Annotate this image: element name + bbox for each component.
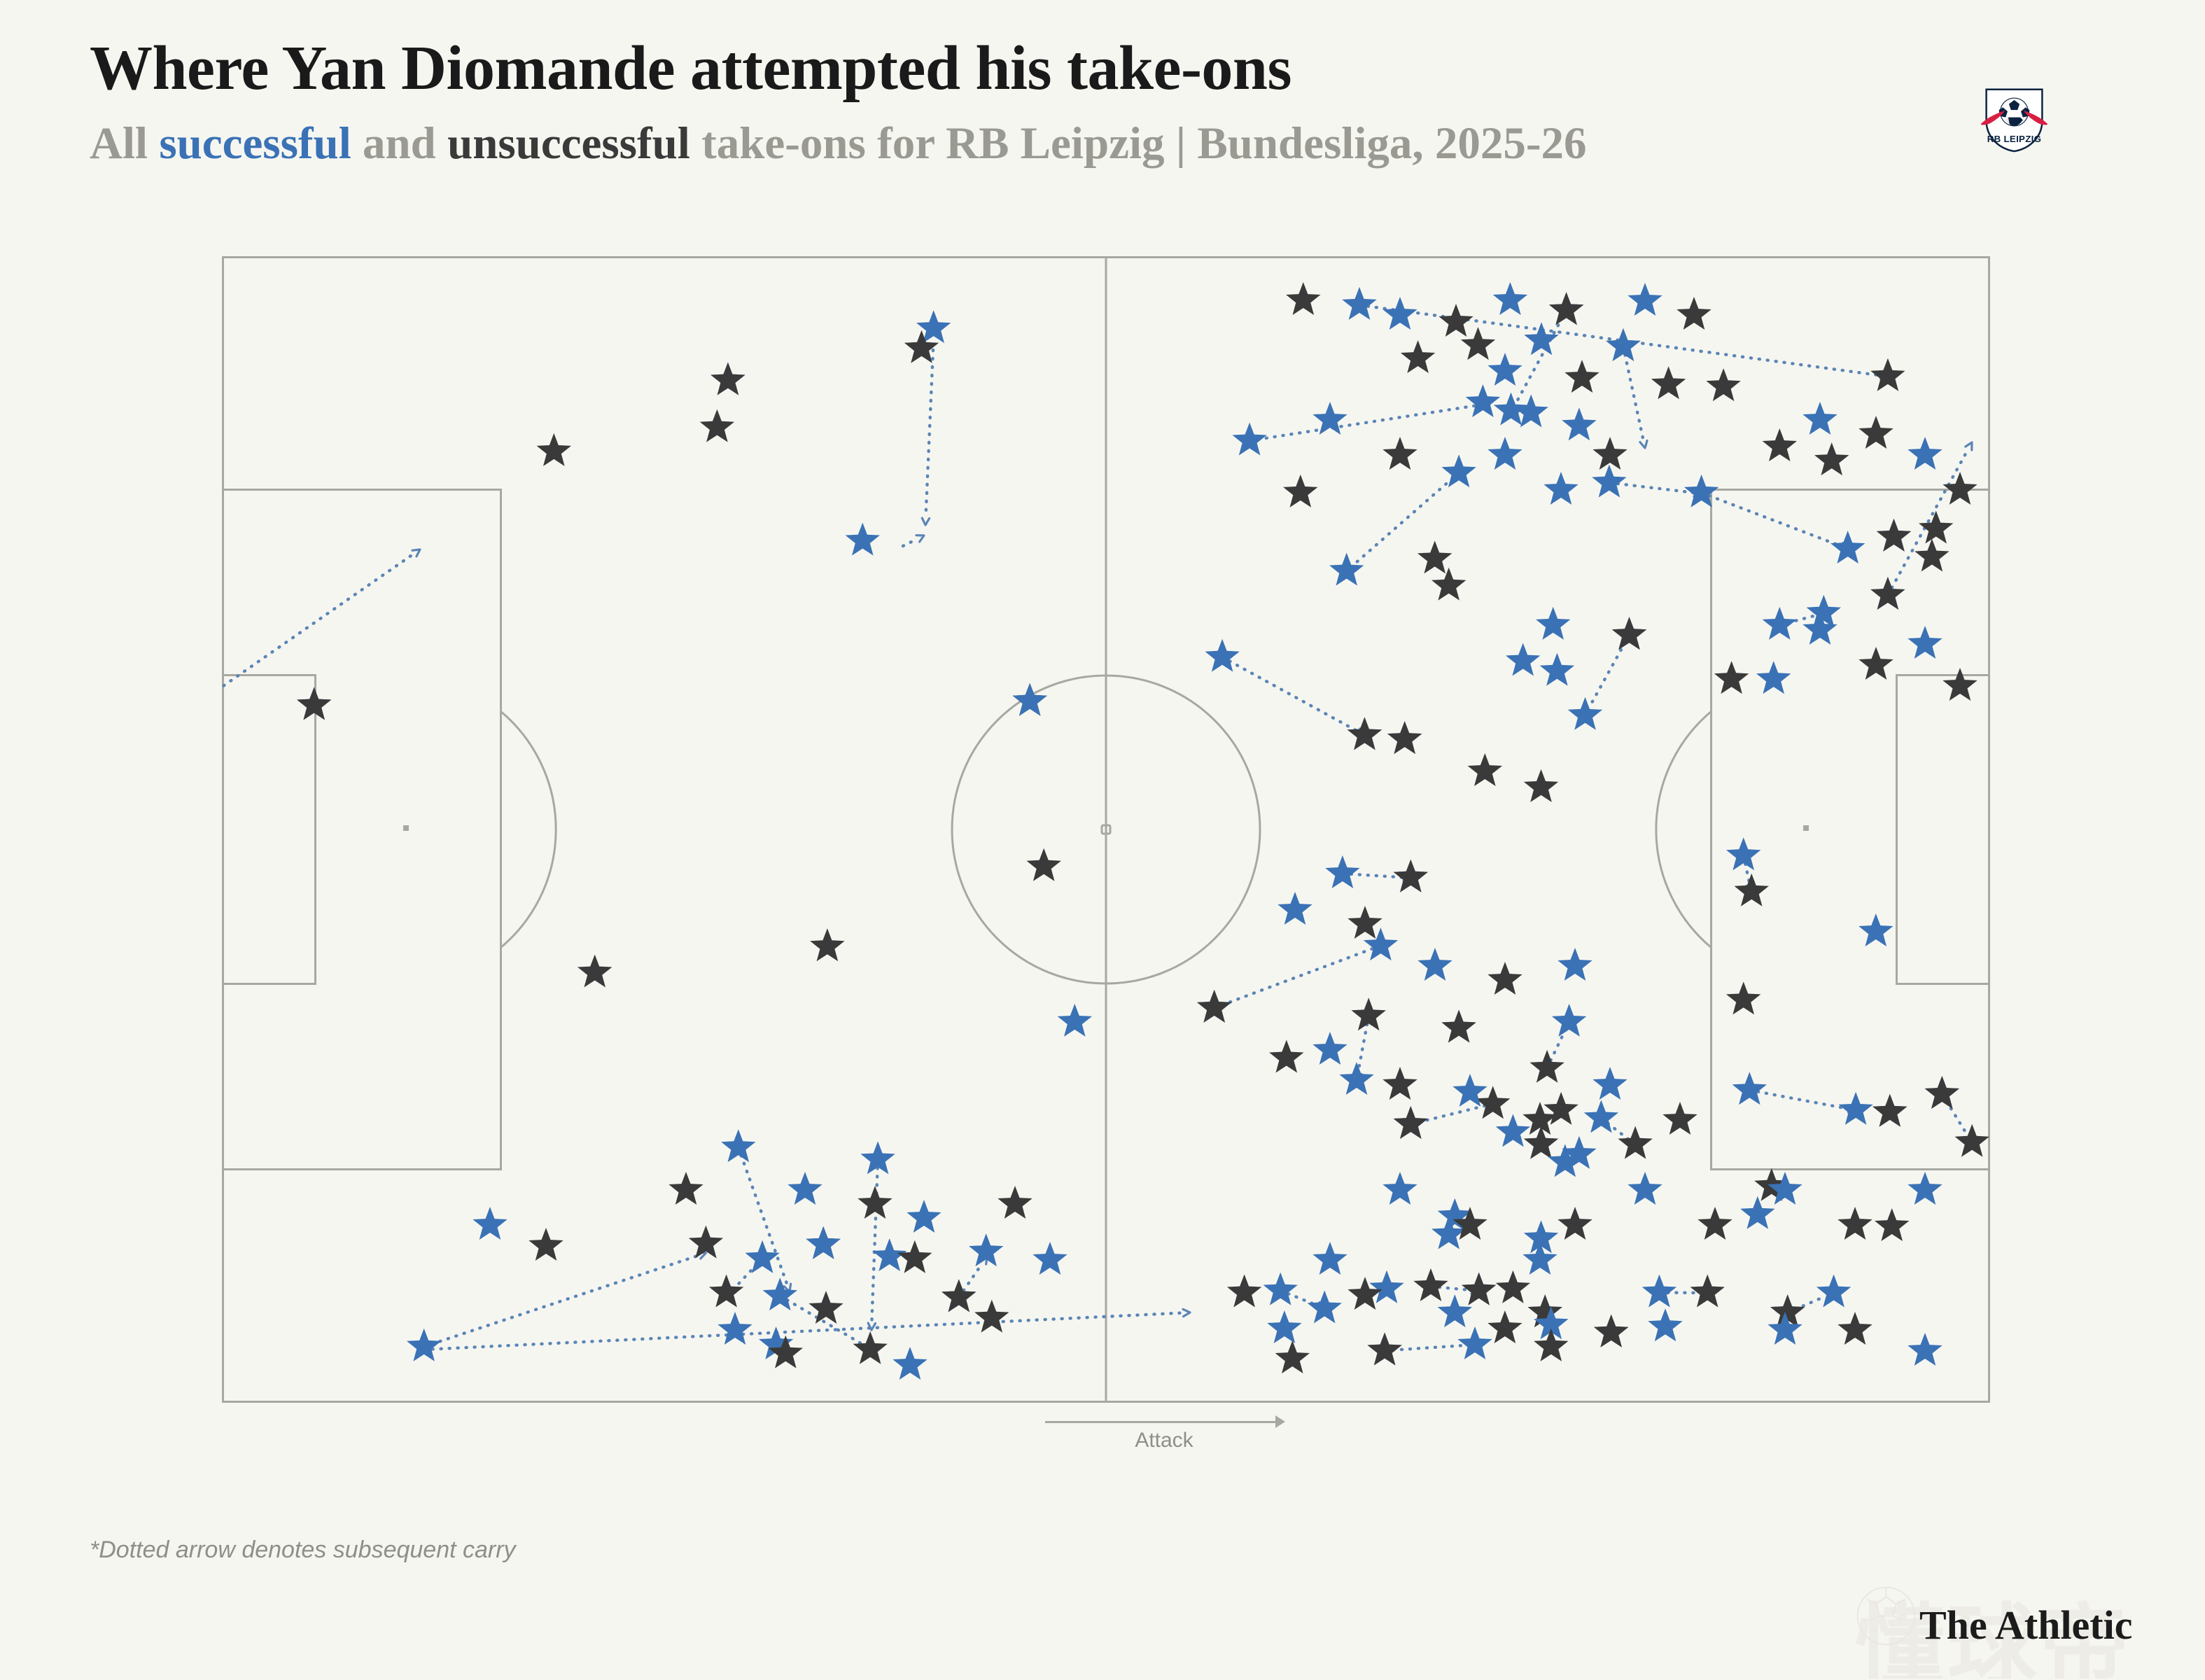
svg-text:RB LEIPZIG: RB LEIPZIG [1987,134,2041,144]
